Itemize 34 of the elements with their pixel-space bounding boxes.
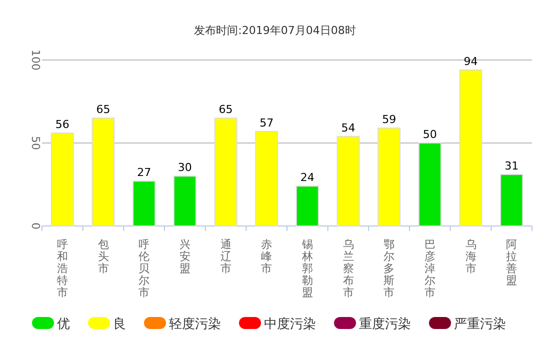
x-tick-label: 赤峰市 (261, 238, 272, 275)
data-label: 56 (55, 118, 70, 132)
data-label: 59 (382, 113, 396, 126)
data-label: 54 (341, 121, 356, 134)
legend-label: 轻度污染 (169, 316, 221, 332)
legend-label: 优 (57, 317, 70, 332)
x-tick-label: 巴彦淖尔市 (424, 238, 436, 299)
x-tick-label: 包头市 (98, 238, 109, 275)
x-tick-label: 乌兰察布市 (342, 238, 354, 299)
data-label: 65 (96, 103, 110, 116)
data-label: 57 (260, 116, 274, 130)
legend-label: 中度污染 (264, 316, 316, 332)
x-tick-label: 锡林郭勒盟 (300, 238, 313, 299)
y-tick-label: 0 (29, 222, 42, 230)
legend-label: 严重污染 (454, 317, 506, 332)
x-tick-label: 兴安盟 (179, 238, 190, 275)
legend-label: 重度污染 (359, 316, 411, 332)
x-tick-label: 呼和浩特市 (56, 238, 68, 299)
data-label: 30 (178, 161, 192, 174)
data-label: 94 (464, 54, 478, 68)
x-tick-label: 乌海市 (465, 238, 476, 275)
data-label: 50 (422, 128, 437, 141)
data-label: 65 (218, 103, 233, 116)
legend-label: 良 (113, 317, 126, 332)
data-label: 24 (300, 171, 314, 184)
chart-title: 发布时间:2019年07月04日08时 (194, 24, 356, 37)
y-tick-label: 100 (29, 50, 42, 70)
x-tick-label: 鄂尔多斯市 (384, 238, 395, 299)
x-tick-label: 阿拉善盟 (506, 238, 518, 287)
y-tick-label: 50 (29, 136, 42, 150)
x-tick-label: 呼伦贝尔市 (138, 238, 150, 299)
data-label: 31 (504, 160, 519, 173)
x-tick-label: 通辽市 (220, 238, 232, 275)
data-label: 27 (137, 166, 152, 180)
